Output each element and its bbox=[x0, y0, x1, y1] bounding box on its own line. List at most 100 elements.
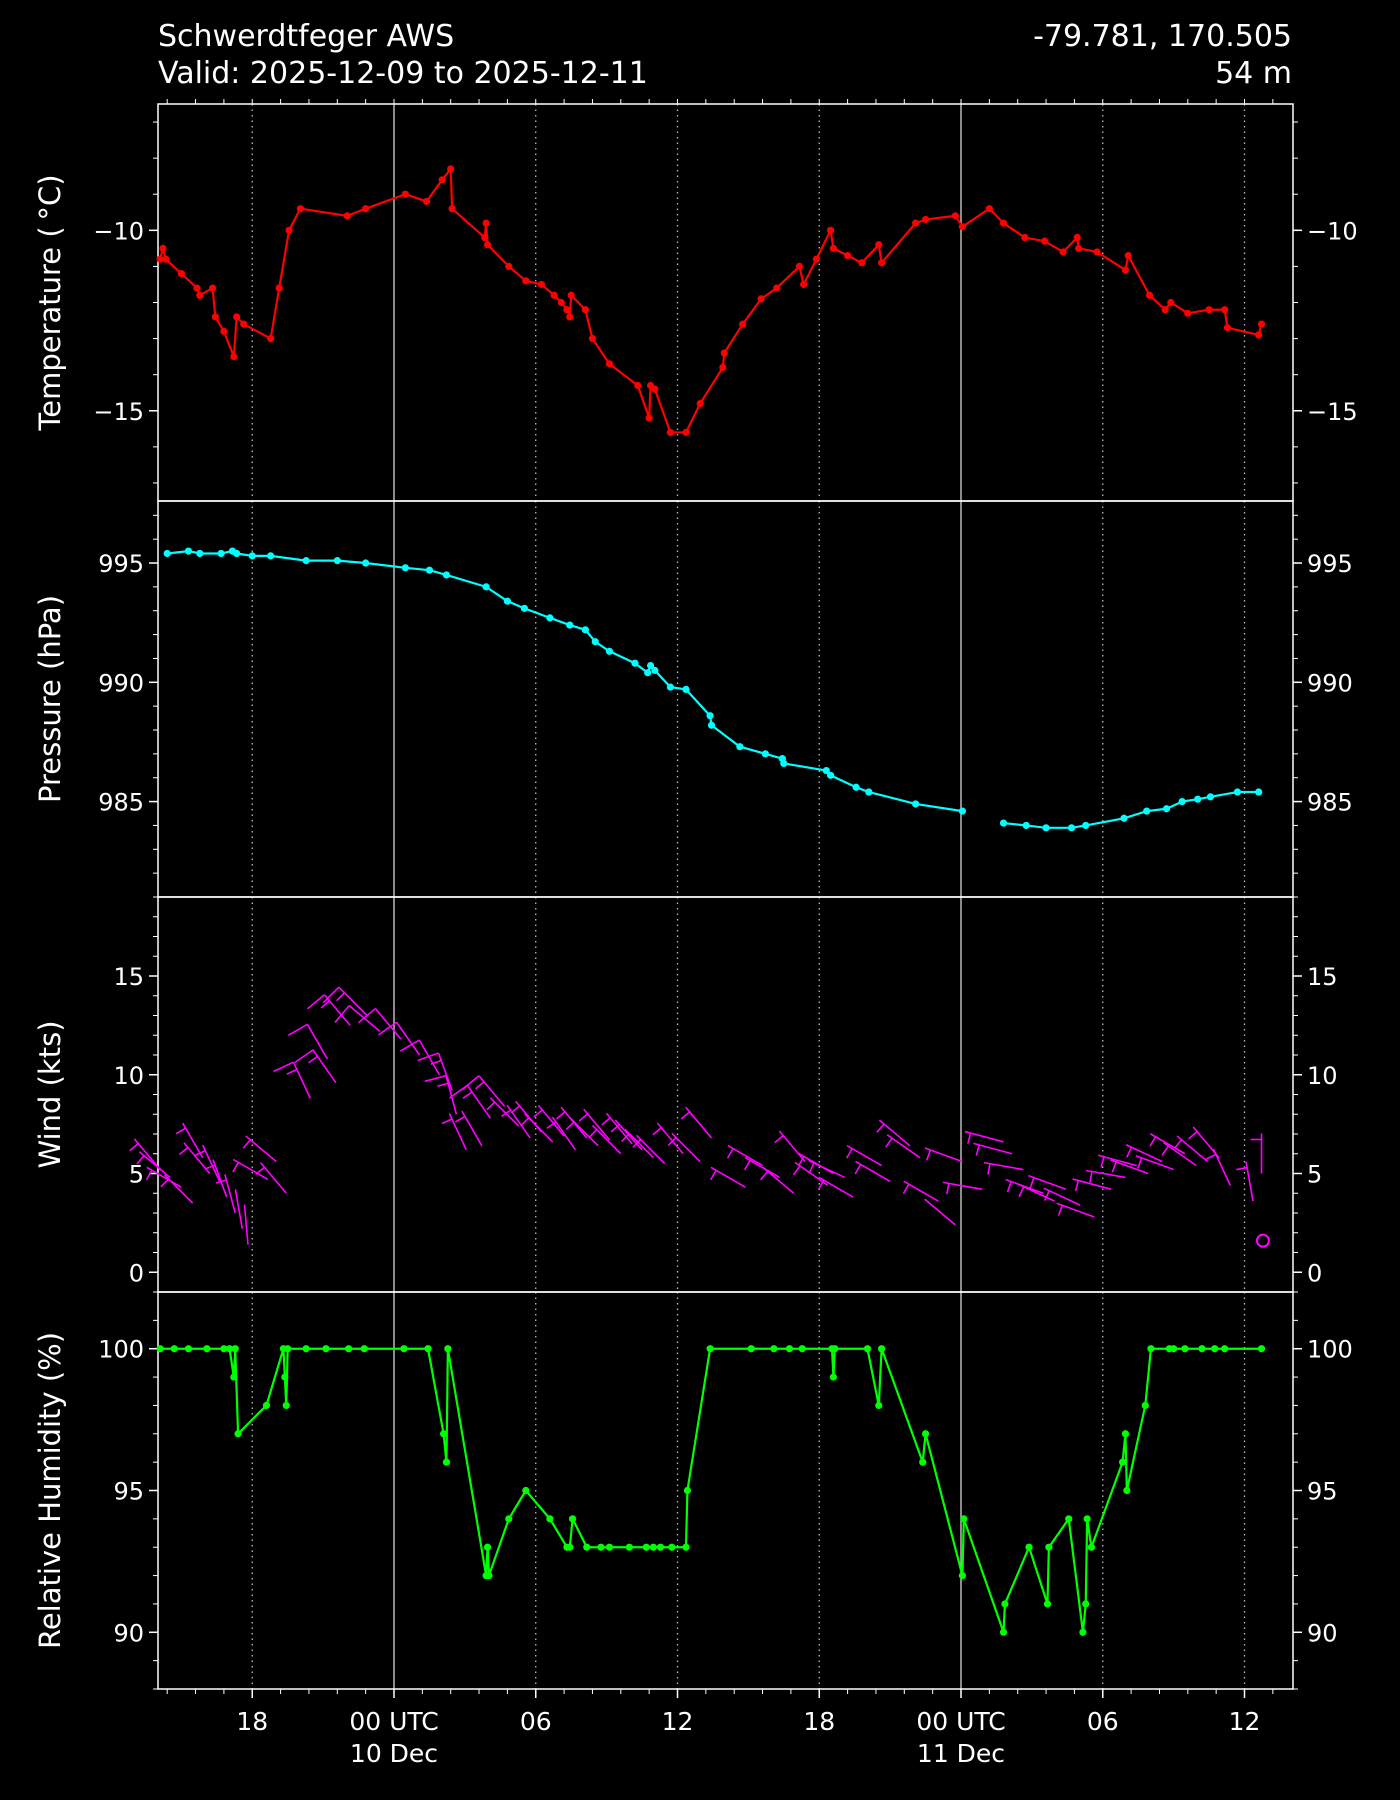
wind-barb-half-flag bbox=[1089, 1171, 1093, 1183]
wind-barb-half-flag bbox=[320, 1000, 331, 1009]
wind-barb bbox=[973, 1142, 1013, 1156]
wind-barb-half-flag bbox=[876, 1123, 885, 1133]
wind-barb-half-flag bbox=[808, 1162, 815, 1174]
data-point bbox=[362, 559, 370, 567]
wind-barb-flag bbox=[306, 994, 325, 1010]
data-point bbox=[1181, 1345, 1189, 1353]
wind-barb-staff bbox=[685, 1106, 713, 1139]
panel-temperature: −15 −15 −10 −10 Temperature ( °C) bbox=[33, 103, 1358, 502]
data-point bbox=[1255, 331, 1263, 339]
y-tick-label-right: −15 bbox=[1307, 398, 1358, 426]
data-point bbox=[156, 1345, 164, 1353]
wind-barb bbox=[306, 994, 351, 1026]
data-point bbox=[322, 1345, 330, 1353]
wind-barb bbox=[1017, 1183, 1055, 1202]
wind-barb bbox=[501, 1104, 531, 1139]
data-point bbox=[1170, 1345, 1178, 1353]
data-point bbox=[863, 1345, 872, 1353]
data-point bbox=[1178, 797, 1186, 806]
data-point bbox=[844, 251, 852, 260]
y-tick-label-right: 100 bbox=[1307, 1336, 1353, 1364]
data-point bbox=[761, 750, 769, 758]
data-point bbox=[798, 1345, 806, 1353]
wind-barb bbox=[902, 1180, 939, 1202]
data-point bbox=[1021, 233, 1029, 242]
data-point bbox=[438, 176, 446, 184]
data-point bbox=[829, 244, 838, 252]
data-point bbox=[706, 712, 714, 720]
data-point bbox=[285, 226, 293, 234]
data-point bbox=[812, 255, 821, 263]
wind-barb-staff bbox=[744, 1156, 780, 1179]
wind-barb-staff bbox=[224, 1174, 237, 1214]
panel-frame-humidity bbox=[157, 1291, 1294, 1690]
wind-barb bbox=[942, 1181, 983, 1195]
data-point bbox=[581, 626, 589, 634]
station-name: Schwerdtfeger AWS bbox=[158, 19, 455, 54]
wind-barb bbox=[533, 1104, 565, 1137]
data-point bbox=[1205, 306, 1213, 314]
data-point bbox=[747, 1345, 755, 1353]
data-point bbox=[919, 1458, 927, 1466]
data-point bbox=[302, 557, 310, 565]
wind-barb-half-flag bbox=[1137, 1157, 1143, 1169]
data-point bbox=[865, 788, 873, 796]
wind-barb-half-flag bbox=[967, 1132, 972, 1144]
data-point bbox=[757, 295, 765, 303]
wind-barb-half-flag bbox=[652, 1127, 662, 1136]
wind-barb bbox=[1161, 1142, 1197, 1167]
data-point bbox=[233, 313, 241, 321]
wind-barb-half-flag bbox=[565, 1121, 575, 1131]
data-point bbox=[588, 334, 597, 343]
data-point bbox=[719, 363, 727, 372]
wind-barb-staff bbox=[1043, 1187, 1081, 1206]
data-point bbox=[1121, 266, 1130, 274]
x-tick-label: 06 bbox=[520, 1707, 552, 1736]
data-point bbox=[1082, 821, 1090, 830]
wind-barb bbox=[145, 1166, 182, 1189]
data-point bbox=[482, 583, 490, 591]
data-point bbox=[284, 1345, 292, 1353]
data-point bbox=[605, 1543, 614, 1551]
y-tick-label-right: 990 bbox=[1307, 669, 1353, 697]
wind-barb-staff bbox=[1110, 1159, 1149, 1175]
wind-barb-staff bbox=[163, 1174, 194, 1204]
data-point bbox=[262, 1401, 271, 1410]
data-point bbox=[985, 205, 993, 213]
data-point bbox=[550, 291, 558, 299]
data-point bbox=[1255, 788, 1263, 796]
wind-barb-flag bbox=[424, 1074, 447, 1083]
data-point bbox=[605, 647, 614, 655]
wind-barb bbox=[680, 1106, 713, 1139]
data-point bbox=[1082, 1600, 1090, 1608]
y-tick-label-left: −15 bbox=[93, 398, 144, 426]
wind-barb-half-flag bbox=[242, 1139, 251, 1149]
wind-barb bbox=[358, 1007, 402, 1040]
wind-barb-half-flag bbox=[194, 1149, 206, 1156]
data-point bbox=[1093, 248, 1101, 256]
data-point bbox=[211, 313, 219, 321]
wind-barb bbox=[743, 1156, 780, 1179]
data-point bbox=[482, 219, 490, 227]
panel-frame-temperature bbox=[157, 103, 1294, 502]
wind-barb-flag bbox=[334, 1005, 350, 1023]
y-tick-label-left: −10 bbox=[93, 217, 144, 245]
wind-barb bbox=[378, 1021, 421, 1056]
data-point bbox=[912, 800, 920, 808]
wind-barb-staff bbox=[1097, 1154, 1137, 1167]
data-point bbox=[281, 1373, 289, 1381]
wind-barb-half-flag bbox=[204, 1164, 216, 1170]
data-point bbox=[1147, 1345, 1155, 1353]
data-point bbox=[220, 1345, 228, 1353]
data-point bbox=[170, 1345, 178, 1353]
data-point bbox=[231, 1345, 239, 1353]
wind-barb-staff bbox=[855, 1160, 891, 1183]
data-point bbox=[736, 743, 744, 751]
wind-barb-half-flag bbox=[255, 1166, 265, 1175]
data-point bbox=[1194, 795, 1202, 803]
wind-barb bbox=[1125, 1144, 1163, 1163]
data-point bbox=[1041, 237, 1049, 245]
wind-barb bbox=[983, 1161, 1024, 1175]
data-point bbox=[1073, 233, 1081, 242]
data-point bbox=[275, 284, 283, 292]
